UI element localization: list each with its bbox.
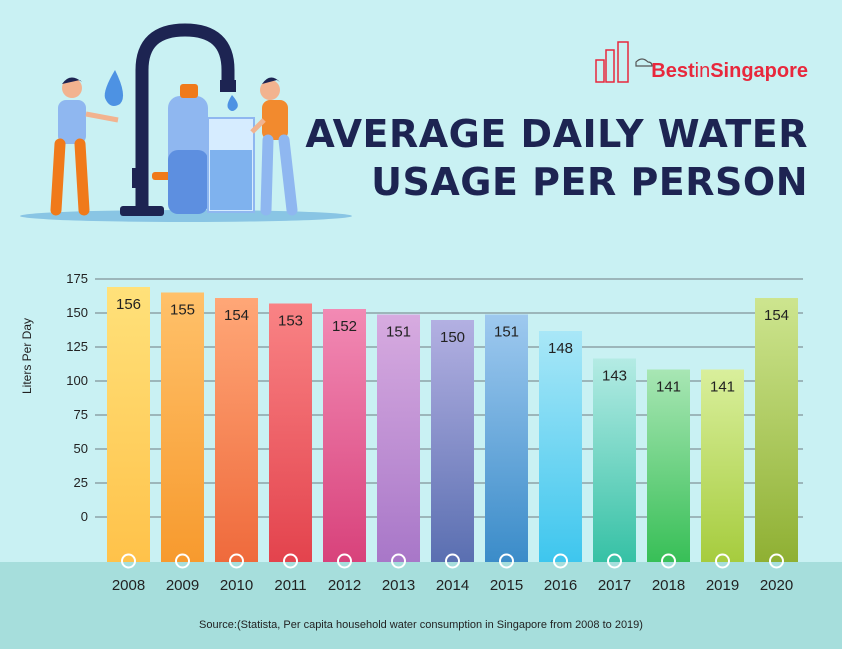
bar-base-marker: [121, 553, 136, 569]
bar-base-marker: [283, 553, 298, 569]
bar-2010: [215, 298, 258, 562]
bar-base-marker: [337, 553, 352, 569]
y-tick-label: 75: [74, 407, 88, 422]
bar-value-label: 148: [548, 340, 573, 357]
bar-2012: [323, 309, 366, 562]
brand-logo-icon: [595, 41, 653, 83]
bar-value-label: 150: [440, 329, 465, 346]
x-tick-label: 2017: [598, 577, 631, 594]
y-tick-label: 100: [66, 373, 88, 388]
bar-base-marker: [715, 553, 730, 569]
bar-2016: [539, 331, 582, 562]
bar-value-label: 154: [224, 307, 249, 324]
bar-value-label: 151: [386, 324, 411, 341]
bottom-band: [0, 562, 842, 649]
y-tick-label: 0: [81, 509, 88, 524]
chart-title-line1: AVERAGE DAILY WATER: [305, 112, 808, 156]
bar-2018: [647, 369, 690, 562]
x-tick-label: 2015: [490, 577, 523, 594]
bar-2019: [701, 369, 744, 562]
bar-value-label: 153: [278, 313, 303, 330]
bar-value-label: 155: [170, 302, 195, 319]
bar-2015: [485, 314, 528, 562]
bar-value-label: 152: [332, 318, 357, 335]
x-tick-label: 2019: [706, 577, 739, 594]
y-tick-label: 125: [66, 339, 88, 354]
bar-base-marker: [445, 553, 460, 569]
water-illustration: [20, 23, 352, 222]
bar-value-label: 143: [602, 368, 627, 385]
x-tick-label: 2009: [166, 577, 199, 594]
x-tick-label: 2020: [760, 577, 793, 594]
y-tick-label: 50: [74, 441, 88, 456]
bar-2017: [593, 358, 636, 562]
x-tick-label: 2011: [274, 577, 306, 594]
bar-value-label: 154: [764, 307, 789, 324]
x-tick-label: 2008: [112, 577, 145, 594]
x-tick-label: 2010: [220, 577, 253, 594]
y-tick-label: 25: [74, 475, 88, 490]
bar-base-marker: [229, 553, 244, 569]
bar-value-label: 141: [710, 379, 735, 396]
bar-value-label: 141: [656, 379, 681, 396]
bar-2020: [755, 298, 798, 562]
bar-base-marker: [661, 553, 676, 569]
bar-base-marker: [391, 553, 406, 569]
chart-title-line2: USAGE PER PERSON: [371, 160, 808, 204]
bar-base-marker: [769, 553, 784, 569]
bar-base-marker: [607, 553, 622, 569]
source-note: Source:(Statista, Per capita household w…: [199, 619, 643, 631]
y-tick-label: 150: [66, 305, 88, 320]
bar-base-marker: [499, 553, 514, 569]
y-axis-label: Liters Per Day: [20, 317, 34, 394]
x-tick-label: 2016: [544, 577, 577, 594]
x-tick-label: 2014: [436, 577, 469, 594]
bar-2009: [161, 292, 204, 562]
x-tick-label: 2012: [328, 577, 361, 594]
x-tick-label: 2013: [382, 577, 415, 594]
bar-2013: [377, 314, 420, 562]
bar-base-marker: [553, 553, 568, 569]
bar-2014: [431, 320, 474, 562]
bar-chart: 0 25 50 75 100 125 150 175 156 2008 155 2009 154 2010…: [66, 271, 803, 594]
bar-value-label: 151: [494, 324, 519, 341]
bar-2008: [107, 287, 150, 562]
brand-name: BestinSingapore: [651, 60, 808, 82]
x-tick-label: 2018: [652, 577, 685, 594]
bar-base-marker: [175, 553, 190, 569]
bar-value-label: 156: [116, 296, 141, 313]
y-tick-label: 175: [66, 271, 88, 286]
bar-2011: [269, 303, 312, 562]
